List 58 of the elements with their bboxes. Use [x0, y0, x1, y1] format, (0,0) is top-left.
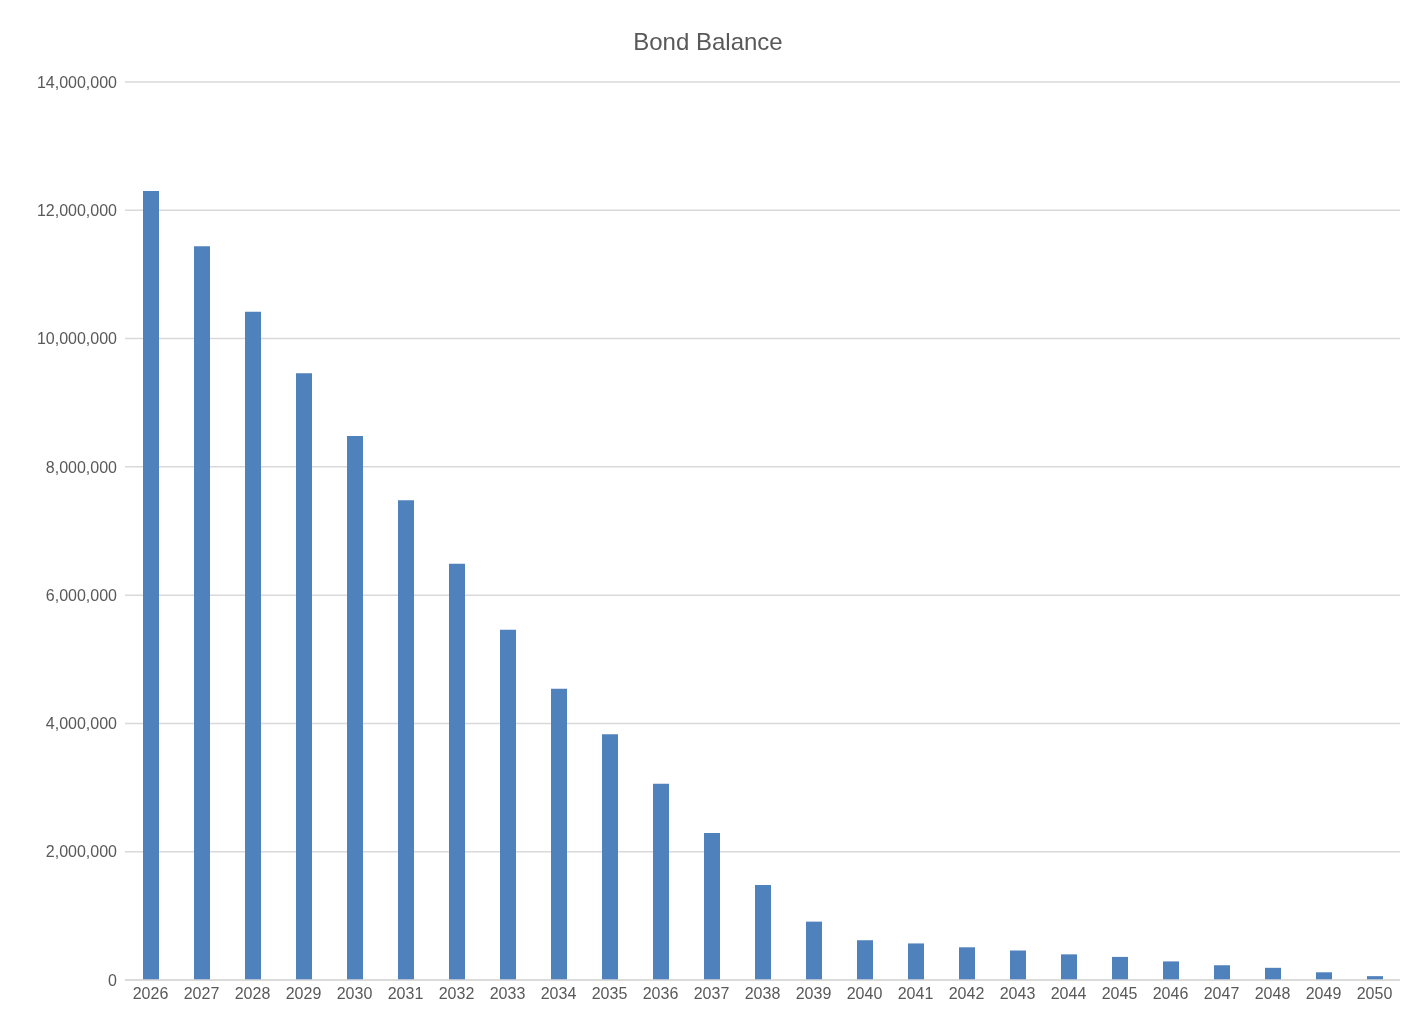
bar — [1010, 950, 1026, 980]
x-tick-label: 2048 — [1254, 985, 1291, 1003]
y-tick-label: 10,000,000 — [36, 330, 118, 348]
bar — [245, 311, 261, 980]
x-tick-label: 2028 — [234, 985, 271, 1003]
x-tick-label: 2041 — [897, 985, 934, 1003]
x-tick-label: 2042 — [948, 985, 985, 1003]
x-tick-label: 2033 — [489, 985, 526, 1003]
x-tick-label: 2030 — [336, 985, 373, 1003]
x-tick-label: 2040 — [846, 985, 883, 1003]
x-tick-label: 2027 — [183, 985, 220, 1003]
x-tick-label: 2050 — [1356, 985, 1393, 1003]
x-tick-label: 2045 — [1101, 985, 1138, 1003]
bar — [398, 500, 414, 980]
x-tick-label: 2026 — [132, 985, 169, 1003]
bar — [653, 783, 669, 980]
y-tick-label: 12,000,000 — [36, 201, 118, 219]
x-tick-label: 2043 — [999, 985, 1036, 1003]
y-tick-label: 4,000,000 — [45, 715, 118, 733]
bar — [602, 734, 618, 980]
y-tick-label: 8,000,000 — [45, 458, 118, 476]
bar — [1061, 954, 1077, 980]
bar — [959, 947, 975, 980]
x-tick-label: 2047 — [1203, 985, 1240, 1003]
x-tick-label: 2044 — [1050, 985, 1087, 1003]
bar — [908, 943, 924, 980]
x-tick-label: 2031 — [387, 985, 424, 1003]
y-tick-label: 2,000,000 — [45, 843, 118, 861]
bar — [857, 940, 873, 980]
bar — [1112, 956, 1128, 980]
bar — [1214, 965, 1230, 980]
chart-title: Bond Balance — [632, 27, 784, 57]
bar — [551, 688, 567, 980]
x-tick-label: 2029 — [285, 985, 322, 1003]
bar — [347, 436, 363, 980]
x-tick-label: 2037 — [693, 985, 730, 1003]
bar — [296, 373, 312, 980]
bar — [143, 191, 159, 980]
bar — [449, 563, 465, 980]
x-tick-label: 2034 — [540, 985, 577, 1003]
bar — [806, 921, 822, 980]
bar — [1265, 967, 1281, 980]
bar — [755, 885, 771, 980]
x-tick-label: 2038 — [744, 985, 781, 1003]
y-tick-label: 0 — [108, 971, 118, 989]
x-tick-label: 2046 — [1152, 985, 1189, 1003]
y-tick-label: 14,000,000 — [36, 73, 118, 91]
bar — [500, 629, 516, 980]
bar — [194, 246, 210, 980]
bar — [1163, 961, 1179, 980]
x-tick-label: 2049 — [1305, 985, 1342, 1003]
y-tick-label: 6,000,000 — [45, 586, 118, 604]
x-tick-label: 2035 — [591, 985, 628, 1003]
x-tick-label: 2032 — [438, 985, 475, 1003]
x-tick-label: 2039 — [795, 985, 832, 1003]
bar — [1316, 972, 1332, 980]
x-tick-label: 2036 — [642, 985, 679, 1003]
bar — [704, 833, 720, 980]
